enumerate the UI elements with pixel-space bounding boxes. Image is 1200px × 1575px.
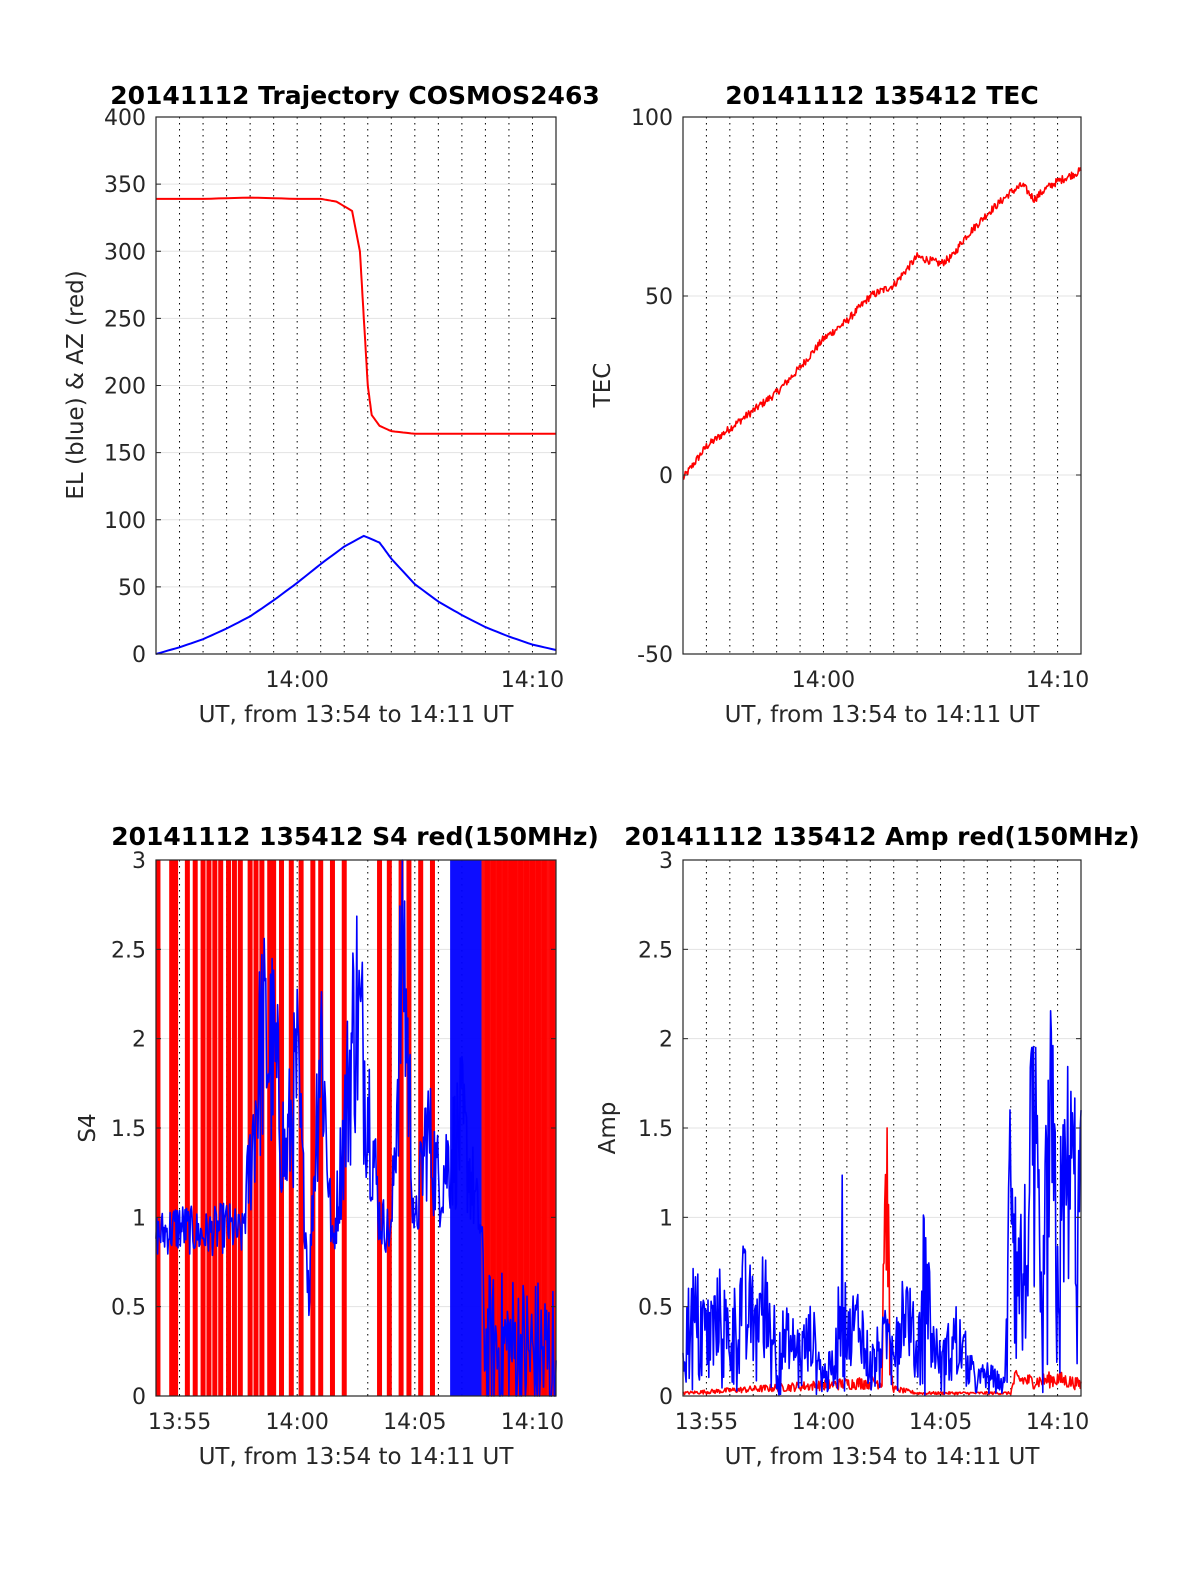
x-tick-label: 14:05 <box>383 1410 446 1435</box>
y-tick-label: 0 <box>132 1385 146 1410</box>
y-tick-labels: 0 50 100 150 200 250 300 350 400 <box>104 106 556 668</box>
x-tick-labels: 14:00 14:10 <box>792 668 1090 693</box>
series-line <box>156 196 556 435</box>
chart-title: 20141112 135412 Amp red(150MHz) <box>624 822 1140 851</box>
y-tick-label: 300 <box>104 240 146 265</box>
y-tick-label: 3 <box>132 849 146 874</box>
x-tick-label: 14:10 <box>501 668 564 693</box>
x-tick-label: 14:00 <box>265 1410 328 1435</box>
y-tick-label: 50 <box>118 576 146 601</box>
series-line <box>682 167 1082 480</box>
x-axis-label: UT, from 13:54 to 14:11 UT <box>725 702 1041 728</box>
x-tick-label: 14:05 <box>909 1410 972 1435</box>
x-tick-label: 14:00 <box>792 1410 855 1435</box>
chart-title: 20141112 135412 TEC <box>725 81 1038 110</box>
x-tick-label: 14:00 <box>265 668 328 693</box>
plot-area <box>683 117 1081 654</box>
y-tick-label: 2 <box>132 1028 146 1053</box>
y-axis-label: EL (blue) & AZ (red) <box>63 270 89 499</box>
x-tick-label: 14:10 <box>1026 1410 1089 1435</box>
y-tick-label: 1.5 <box>638 1117 673 1142</box>
y-tick-label: 0 <box>132 643 146 668</box>
y-axis-label: Amp <box>595 1102 621 1155</box>
y-tick-label: 0 <box>659 464 673 489</box>
y-tick-labels: 0 0.5 1 1.5 2 2.5 3 <box>111 849 556 1410</box>
axes-box <box>682 116 1082 655</box>
x-axis-label: UT, from 13:54 to 14:11 UT <box>199 1444 515 1470</box>
x-axis-label: UT, from 13:54 to 14:11 UT <box>199 702 515 728</box>
panel-s4: 20141112 135412 S4 red(150MHz) 0 0.5 1 1.5 2… <box>75 822 599 1470</box>
y-axis-label: S4 <box>75 1113 101 1142</box>
y-tick-label: 0 <box>659 1385 673 1410</box>
x-tick-label: 13:55 <box>148 1410 211 1435</box>
x-tick-labels: 13:55 14:00 14:05 14:10 <box>148 1410 564 1435</box>
y-tick-label: 150 <box>104 442 146 467</box>
y-tick-label: 200 <box>104 375 146 400</box>
y-tick-label: 1 <box>132 1206 146 1231</box>
y-tick-label: 1.5 <box>111 1117 146 1142</box>
y-tick-label: 2 <box>659 1028 673 1053</box>
chart-title: 20141112 135412 S4 red(150MHz) <box>111 822 599 851</box>
y-tick-label: 0.5 <box>111 1296 146 1321</box>
y-tick-label: 100 <box>631 106 673 131</box>
x-tick-label: 14:00 <box>792 668 855 693</box>
y-tick-label: 0.5 <box>638 1296 673 1321</box>
y-tick-label: 2.5 <box>638 938 673 963</box>
chart-title: 20141112 Trajectory COSMOS2463 <box>110 81 600 110</box>
x-tick-label: 13:55 <box>675 1410 738 1435</box>
x-axis-label: UT, from 13:54 to 14:11 UT <box>725 1444 1041 1470</box>
x-tick-labels: 14:00 14:10 <box>265 668 564 693</box>
y-axis-label: TEC <box>590 363 616 409</box>
series-line <box>155 534 557 655</box>
series-group <box>155 196 557 655</box>
y-tick-label: 3 <box>659 849 673 874</box>
y-tick-labels: 0 0.5 1 1.5 2 2.5 3 <box>638 849 1081 1410</box>
series-group <box>682 167 1082 480</box>
x-tick-label: 14:10 <box>1026 668 1089 693</box>
panel-amp: 20141112 135412 Amp red(150MHz) 0 0.5 1 1.5… <box>595 822 1140 1470</box>
x-tick-labels: 13:55 14:00 14:05 14:10 <box>675 1410 1090 1435</box>
panel-trajectory: 20141112 Trajectory COSMOS2463 0 50 100 150… <box>63 81 600 728</box>
y-tick-label: 2.5 <box>111 938 146 963</box>
y-tick-label: -50 <box>637 643 673 668</box>
y-tick-labels: -50 0 50 100 <box>631 106 1081 668</box>
y-tick-label: 400 <box>104 106 146 131</box>
panel-tec: 20141112 135412 TEC -50 0 50 100 14:00 14:10… <box>590 81 1089 728</box>
series-line <box>155 859 557 1397</box>
series-group <box>682 1010 1082 1397</box>
y-tick-label: 100 <box>104 509 146 534</box>
y-tick-label: 350 <box>104 173 146 198</box>
series-line <box>682 1010 1082 1397</box>
y-tick-label: 1 <box>659 1206 673 1231</box>
x-tick-label: 14:10 <box>501 1410 564 1435</box>
y-tick-label: 50 <box>645 285 673 310</box>
y-tick-label: 250 <box>104 307 146 332</box>
